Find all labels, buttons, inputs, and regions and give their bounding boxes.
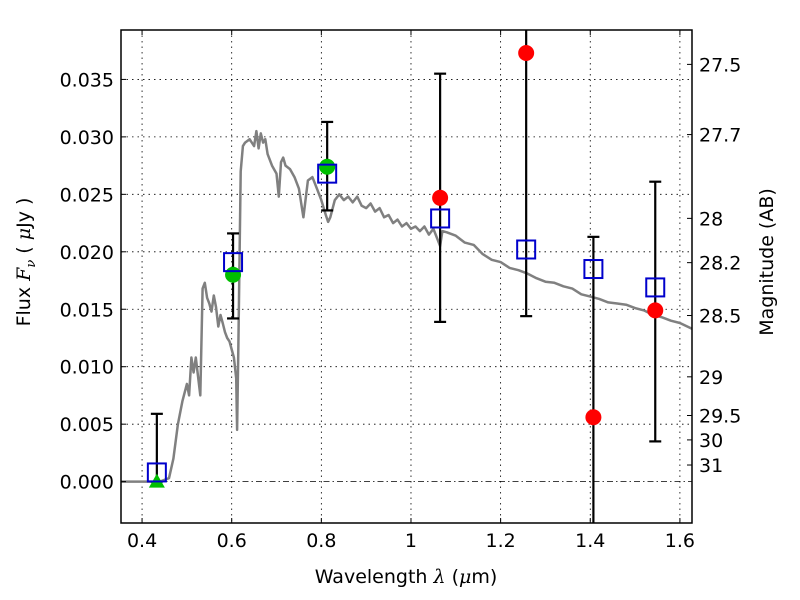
y-tick-label: 0.010 [60, 357, 114, 379]
x-tick-label: 1.6 [665, 530, 695, 552]
observed-flux-circle [585, 409, 602, 426]
x-axis-label: Wavelength λ (μm) [315, 566, 498, 588]
ticks: 0.4 0.6 0.8 1 1.2 1.4 1.6 0.000 0.005 0.010 0.015 0… [60, 30, 741, 552]
right-tick-label: 29 [699, 367, 723, 389]
y-tick-label: 0.025 [60, 184, 114, 206]
right-tick-label: 31 [699, 455, 723, 477]
observed-flux-circle [432, 189, 449, 206]
observed-flux-circle [518, 44, 535, 61]
x-tick-label: 0.6 [217, 530, 247, 552]
markers [146, 30, 666, 523]
right-tick-label: 28 [699, 208, 723, 230]
photometry-point [516, 30, 537, 318]
right-axis-label: Magnitude (AB) [756, 188, 778, 336]
observed-flux-circle [225, 266, 242, 283]
y-tick-label: 0.035 [60, 69, 114, 91]
axes-frame [120, 29, 693, 524]
model-flux-square [583, 259, 604, 280]
model-flux-square [317, 163, 338, 184]
model-flux-square [146, 462, 167, 483]
right-tick-label: 28.5 [699, 306, 741, 328]
x-tick-label: 0.4 [127, 530, 157, 552]
y-tick-label: 0.000 [60, 472, 114, 494]
model-flux-square [516, 239, 537, 260]
photometry-point [317, 120, 338, 212]
y-tick-label: 0.005 [60, 414, 114, 436]
x-tick-label: 0.8 [306, 530, 336, 552]
plot-area [121, 129, 692, 483]
model-flux-square [645, 277, 666, 298]
photometry-point [146, 412, 167, 488]
right-tick-label: 27.5 [699, 54, 741, 76]
model-spectrum-line [121, 129, 692, 483]
y-tick-label: 0.030 [60, 127, 114, 149]
y-axis-label: Flux Fν ( μJy ) [13, 198, 39, 327]
x-tick-label: 1.2 [486, 530, 516, 552]
x-tick-label: 1 [405, 530, 417, 552]
right-tick-label: 28.2 [699, 253, 741, 275]
x-tick-label: 1.4 [575, 530, 605, 552]
observed-flux-circle [647, 302, 664, 319]
model-flux-square [430, 208, 451, 229]
photometry-point [645, 180, 666, 443]
model-flux-square [223, 252, 244, 273]
grid [121, 30, 692, 523]
y-tick-label: 0.020 [60, 242, 114, 264]
right-tick-label: 27.7 [699, 125, 741, 147]
y-tick-label: 0.015 [60, 299, 114, 321]
right-tick-label: 29.5 [699, 406, 741, 428]
photometry-point [430, 72, 451, 323]
photometry-point [583, 235, 604, 523]
right-tick-label: 30 [699, 430, 723, 452]
observed-flux-circle [319, 158, 336, 175]
photometry-point [223, 232, 244, 320]
